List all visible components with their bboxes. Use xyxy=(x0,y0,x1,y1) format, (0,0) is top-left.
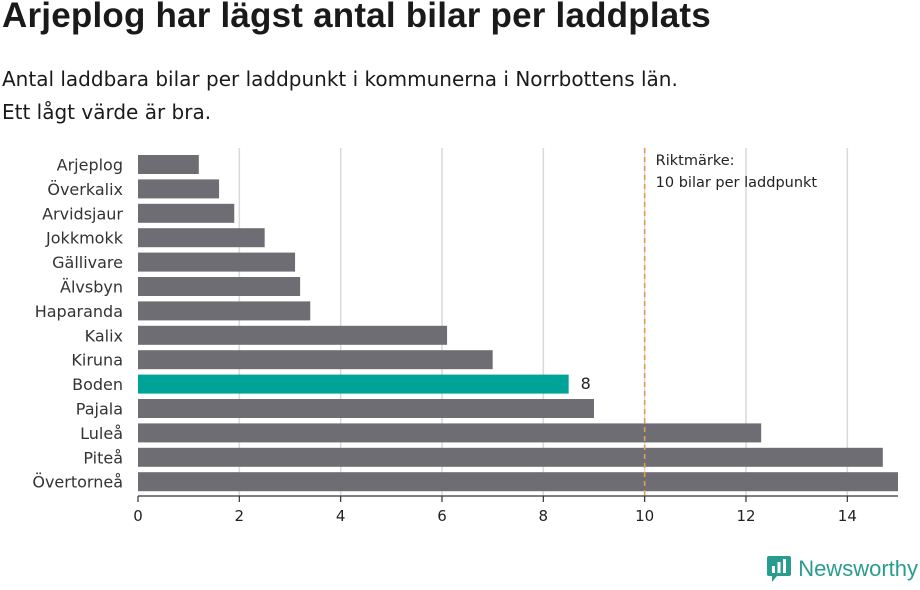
category-label: Arjeplog xyxy=(57,156,123,175)
category-label: Piteå xyxy=(83,448,123,467)
bar-gällivare xyxy=(138,252,296,272)
subtitle-line-1: Antal laddbara bilar per laddpunkt i kom… xyxy=(2,67,678,91)
x-tick-label: 12 xyxy=(736,507,755,525)
category-label: Jokkmokk xyxy=(45,229,124,248)
bar-arjeplog xyxy=(138,155,199,174)
chart-title: Arjeplog har lägst antal bilar per laddp… xyxy=(2,0,711,35)
category-labels: Arjeplog Överkalix Arvidsjaur Jokkmokk Gälli… xyxy=(32,156,590,492)
x-tick-label: 0 xyxy=(133,507,143,525)
newsworthy-logo: Newsworthy xyxy=(766,554,918,584)
bar-älvsbyn xyxy=(138,277,301,296)
x-tick-label: 2 xyxy=(235,507,245,525)
x-tick-label: 6 xyxy=(437,507,447,525)
chart-subtitle: Antal laddbara bilar per laddpunkt i kom… xyxy=(2,63,678,129)
bar-kiruna xyxy=(138,350,493,370)
x-tick-label: 8 xyxy=(539,507,549,525)
category-label: Haparanda xyxy=(35,302,123,321)
category-label: Pajala xyxy=(76,400,123,419)
grid-lines xyxy=(238,148,849,496)
bar-haparanda xyxy=(138,301,311,321)
category-label: Överkalix xyxy=(47,180,123,199)
bar-arvidsjaur xyxy=(138,203,235,223)
x-tick-label: 14 xyxy=(838,507,857,525)
subtitle-line-2: Ett lågt värde är bra. xyxy=(2,100,212,124)
bar-luleå xyxy=(138,423,762,443)
category-label: Boden xyxy=(72,375,123,394)
category-label: Kalix xyxy=(85,326,123,345)
bars xyxy=(138,155,898,492)
category-label: Kiruna xyxy=(71,351,123,370)
bar-överkalix xyxy=(138,179,220,199)
category-label: Luleå xyxy=(80,424,123,443)
category-label: Övertorneå xyxy=(32,473,123,492)
bar-kalix xyxy=(138,325,448,345)
bar-chart: Riktmärke: 10 bilar per laddpunkt Arjepl… xyxy=(32,148,898,525)
x-tick-label: 4 xyxy=(336,507,346,525)
highlight-data-label: 8 xyxy=(581,374,591,393)
bar-jokkmokk xyxy=(138,228,265,248)
bar-piteå xyxy=(138,447,883,467)
reference-label-line-1: Riktmärke: xyxy=(656,153,735,169)
category-label: Älvsbyn xyxy=(60,278,123,297)
category-label: Arvidsjaur xyxy=(42,204,123,223)
bar-pajala xyxy=(138,399,594,418)
reference-line-group: Riktmärke: 10 bilar per laddpunkt xyxy=(643,148,818,496)
bar-boden xyxy=(138,374,569,394)
brand-name: Newsworthy xyxy=(798,556,918,581)
bar-övertorneå xyxy=(138,472,898,492)
x-tick-label: 10 xyxy=(635,507,654,525)
newsworthy-logo-icon xyxy=(767,556,792,582)
reference-label-line-2: 10 bilar per laddpunkt xyxy=(656,175,818,191)
x-axis: 0 2 4 6 8 10 12 14 xyxy=(133,495,898,525)
category-label: Gällivare xyxy=(52,253,123,272)
